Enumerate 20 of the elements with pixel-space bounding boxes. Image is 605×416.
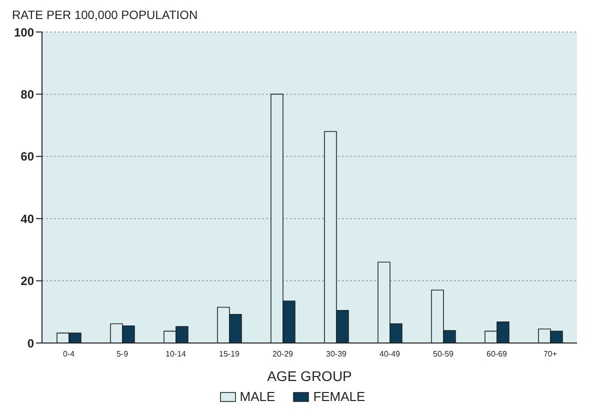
x-tick-label: 10-14: [166, 350, 187, 359]
y-tick-label: 40: [20, 212, 34, 226]
x-tick-label: 70+: [543, 350, 558, 359]
x-tick-label: 20-29: [272, 350, 294, 359]
legend-label: FEMALE: [312, 389, 366, 404]
y-tick-label: 100: [14, 25, 34, 40]
x-axis-title: AGE GROUP: [267, 368, 352, 384]
legend-label: MALE: [238, 389, 276, 404]
x-tick-label: 40-49: [380, 350, 401, 359]
y-tick-label: 80: [20, 87, 34, 102]
y-tick-label: 60: [20, 150, 34, 164]
x-tick-label: 30-39: [326, 350, 348, 359]
x-tick-label: 5-9: [116, 350, 129, 359]
x-tick-label: 15-19: [219, 350, 240, 359]
y-tick-label: 0: [27, 336, 34, 350]
x-tick-label: 50-59: [433, 350, 454, 359]
x-tick-label: 0-4: [62, 350, 76, 359]
x-tick-label: 60-69: [486, 350, 508, 359]
y-tick-label: 20: [20, 274, 34, 288]
y-axis-title: RATE PER 100,000 POPULATION: [12, 8, 198, 22]
